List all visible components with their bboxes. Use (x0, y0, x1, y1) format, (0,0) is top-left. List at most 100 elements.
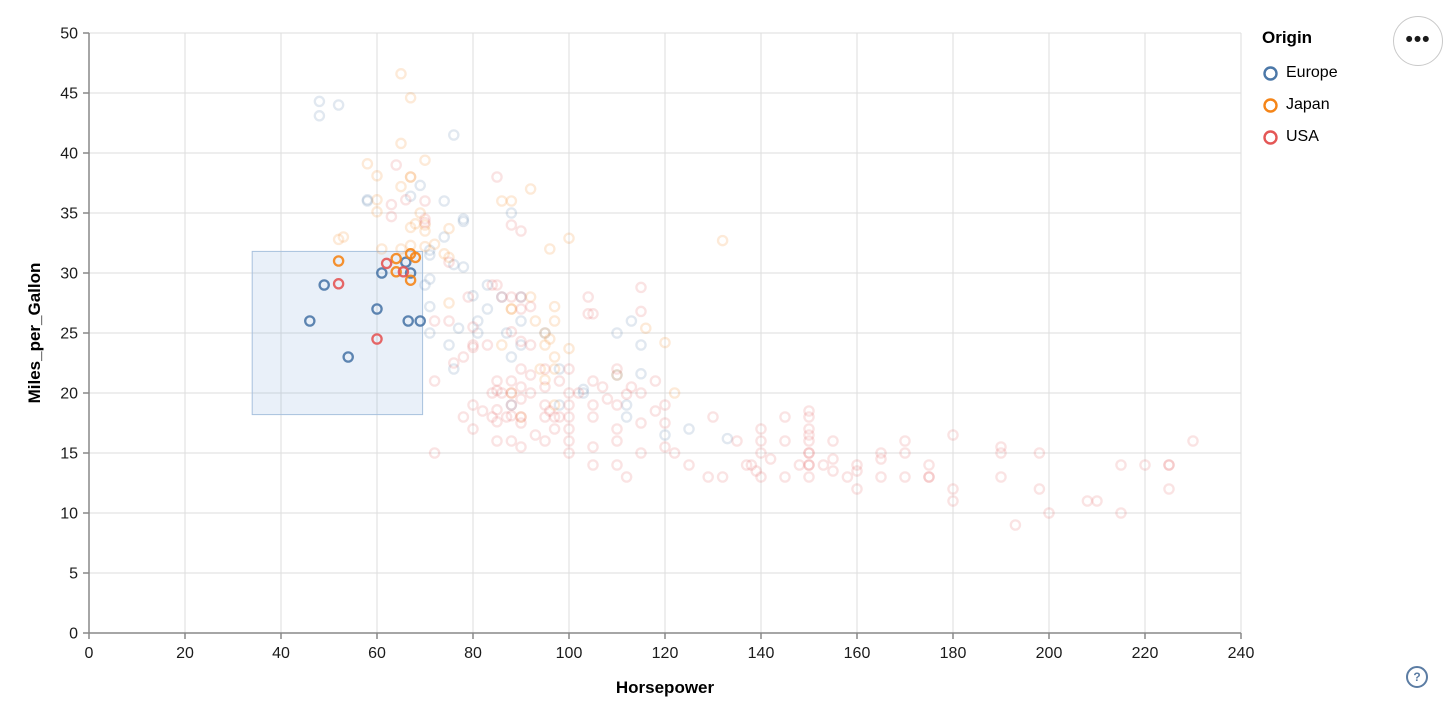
data-point-usa (385, 210, 398, 223)
data-point-usa (620, 388, 633, 400)
y-tick-label: 50 (60, 26, 78, 43)
data-point-japan (539, 327, 551, 339)
data-point-usa (457, 411, 470, 423)
data-point-japan (395, 243, 407, 255)
data-point-japan (395, 68, 407, 80)
data-point-usa (947, 429, 959, 441)
data-point-usa (505, 399, 518, 411)
data-point-usa (995, 441, 1007, 453)
data-point-usa (467, 423, 479, 435)
data-point-usa (1091, 495, 1103, 507)
y-tick-label: 30 (60, 266, 78, 283)
data-point-usa (539, 381, 551, 393)
data-point-europe (539, 327, 551, 339)
data-point-usa (548, 411, 561, 423)
data-point-usa (563, 447, 575, 459)
data-point-usa (923, 471, 935, 483)
data-point-usa (587, 441, 599, 453)
data-point-usa (827, 453, 839, 465)
data-point-europe (481, 303, 494, 315)
data-point-europe (635, 368, 647, 380)
y-tick-label: 45 (60, 86, 78, 103)
data-point-japan (404, 274, 417, 286)
data-point-europe (620, 399, 633, 411)
data-point-europe (414, 315, 426, 327)
data-point-usa (764, 453, 777, 465)
x-tick-label: 100 (556, 645, 583, 662)
data-point-japan (505, 195, 518, 207)
data-point-europe (515, 291, 527, 303)
x-tick-label: 240 (1228, 645, 1255, 662)
data-point-europe (457, 213, 470, 225)
data-point-usa (390, 159, 402, 171)
data-point-usa (649, 375, 662, 387)
data-point-usa (563, 399, 575, 411)
data-point-usa (563, 411, 575, 423)
data-point-usa (899, 447, 911, 459)
data-point-japan (390, 252, 402, 265)
data-point-usa (563, 423, 575, 435)
data-point-usa (803, 447, 815, 459)
legend-item-usa[interactable]: USA (1262, 121, 1338, 153)
x-tick-label: 60 (368, 645, 386, 662)
options-menu-button[interactable]: ••• (1393, 16, 1443, 66)
data-point-japan (438, 248, 450, 260)
data-point-usa (500, 411, 513, 423)
data-point-europe (318, 279, 330, 291)
x-tick-label: 140 (748, 645, 775, 662)
data-point-usa (587, 411, 599, 423)
data-point-usa (524, 369, 537, 381)
data-point-usa (601, 393, 614, 405)
data-point-japan (534, 363, 546, 375)
x-tick-label: 180 (940, 645, 967, 662)
data-point-usa (548, 423, 561, 435)
legend-item-europe[interactable]: Europe (1262, 57, 1338, 89)
data-point-europe (500, 327, 513, 339)
data-point-usa (419, 213, 431, 225)
data-point-usa (397, 266, 410, 278)
data-point-japan (544, 243, 556, 255)
help-button[interactable]: ? (1406, 666, 1428, 688)
data-point-japan (371, 194, 383, 206)
data-point-europe (342, 351, 354, 363)
legend: Origin Europe Japan USA (1262, 28, 1338, 153)
data-point-europe (332, 99, 345, 111)
data-point-europe (577, 383, 590, 396)
data-point-usa (486, 387, 498, 399)
data-point-usa (486, 279, 498, 291)
data-point-usa (486, 411, 498, 423)
data-point-usa (524, 387, 537, 399)
data-point-usa (779, 435, 791, 447)
data-point-europe (304, 315, 316, 327)
data-point-japan (332, 233, 345, 246)
legend-label: Japan (1286, 96, 1330, 113)
data-point-usa (496, 291, 508, 303)
data-point-usa (803, 471, 815, 483)
data-point-europe (472, 327, 484, 339)
x-tick-label: 220 (1132, 645, 1159, 662)
data-point-europe (424, 249, 436, 261)
data-point-japan (539, 374, 551, 386)
data-point-usa (582, 308, 594, 320)
data-point-japan (563, 232, 575, 244)
data-point-europe (611, 327, 623, 339)
data-point-usa (803, 429, 815, 441)
data-point-usa (1163, 459, 1175, 471)
data-point-usa (635, 417, 647, 429)
data-point-usa (563, 387, 575, 399)
legend-item-japan[interactable]: Japan (1262, 89, 1338, 121)
x-tick-label: 200 (1036, 645, 1063, 662)
y-tick-label: 40 (60, 146, 78, 163)
data-point-usa (428, 447, 441, 459)
data-point-usa (755, 435, 767, 447)
data-point-japan (548, 300, 561, 313)
data-point-usa (793, 459, 806, 471)
data-point-usa (851, 459, 863, 471)
data-point-usa (1081, 495, 1094, 507)
data-point-usa (476, 405, 489, 417)
data-point-japan (409, 251, 422, 264)
data-point-usa (803, 447, 815, 459)
data-point-usa (947, 495, 959, 507)
data-point-usa (539, 435, 551, 447)
